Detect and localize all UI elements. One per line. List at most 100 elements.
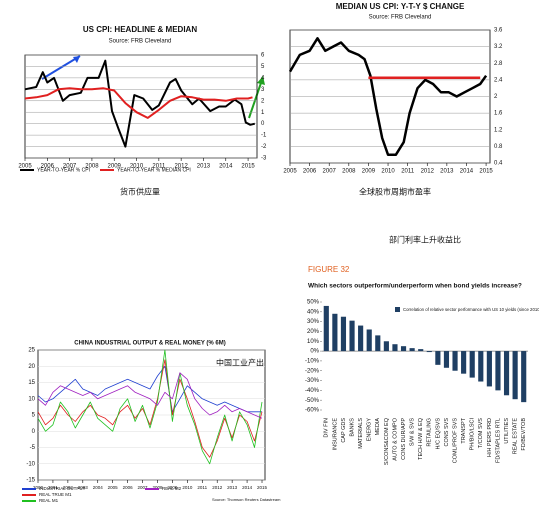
x-tick-label: 2015 [257, 485, 268, 490]
x-tick-label: 2014 [242, 485, 253, 490]
chart-title: MEDIAN US CPI: Y-T-Y $ CHANGE [336, 2, 465, 11]
bar [512, 351, 518, 400]
bar [323, 305, 329, 352]
x-tick-label: FD/BEV/TOB [521, 418, 527, 451]
series-line [37, 349, 263, 465]
y-tick-label: -2 [261, 144, 267, 150]
x-tick-label: 2010 [130, 164, 144, 170]
chart-source: Source: FRB Cleveland [109, 39, 172, 45]
series-line [37, 359, 263, 458]
x-tick-label: CONS DUR/APP [401, 418, 407, 460]
x-tick-label: REAL ESTATE [513, 418, 519, 455]
y-tick-label: 1 [261, 110, 265, 116]
y-tick-label: 5 [32, 413, 36, 419]
series-line [37, 372, 263, 419]
y-tick-label: 3 [261, 87, 265, 93]
x-tick-label: 2008 [152, 485, 163, 490]
bar [469, 351, 475, 378]
y-tick-label: -10% [305, 358, 320, 364]
x-tick-label: CONS SVS [444, 418, 450, 447]
x-tick-label: 2008 [85, 164, 99, 170]
x-tick-label: PH/BIO/LSCI [470, 418, 476, 451]
y-tick-label: -1 [261, 133, 267, 139]
legend-label: REAL M1 [39, 498, 59, 503]
x-tick-label: 2003 [78, 485, 89, 490]
y-tick-label: -60% [305, 408, 320, 414]
y-tick-label: 50% [307, 300, 320, 306]
y-tick-label: -10 [26, 461, 35, 467]
x-tick-label: 2008 [342, 169, 356, 175]
x-tick-label: 2012 [421, 169, 435, 175]
x-tick-label: 2007 [138, 485, 149, 490]
y-tick-label: -20% [305, 368, 320, 374]
annotation-arrow [248, 79, 263, 119]
y-tick-label: 3.2 [494, 44, 503, 50]
x-tick-label: 2013 [197, 164, 211, 170]
x-tick-label: 2007 [323, 169, 337, 175]
x-tick-label: T/COM SVS [478, 418, 484, 449]
bar [400, 346, 407, 352]
bar [349, 320, 355, 352]
y-tick-label: 2.8 [494, 61, 503, 67]
arrow-head [257, 76, 265, 85]
bar [452, 351, 458, 371]
x-tick-label: 2005 [18, 164, 32, 170]
chart-source: Source: Thomson Reuters Datastream [212, 497, 281, 502]
x-tick-label: DIV FIN [324, 418, 330, 438]
bar [383, 341, 389, 352]
y-tick-label: 2.4 [494, 77, 503, 83]
chart-title: US CPI: HEADLINE & MEDIAN [83, 25, 197, 34]
bar [443, 351, 450, 368]
bar [392, 344, 398, 352]
bar [426, 351, 432, 353]
x-tick-label: 2001 [48, 485, 59, 490]
y-tick-label: 0.8 [494, 144, 503, 150]
series-line [37, 365, 262, 413]
bar [366, 329, 372, 352]
y-tick-label: 0 [32, 429, 36, 435]
bar [332, 313, 338, 352]
x-tick-label: H/H PERS PRD [487, 418, 493, 457]
x-tick-label: TECH H/W & EQ [418, 417, 424, 460]
x-tick-label: 2000 [33, 485, 44, 490]
y-tick-label: -30% [305, 378, 320, 384]
y-tick-label: 2 [494, 94, 498, 100]
y-tick-label: 30% [307, 319, 320, 325]
y-tick-label: 40% [307, 309, 320, 315]
bar [478, 351, 484, 382]
x-tick-label: S/W & SVS [410, 418, 416, 446]
x-tick-label: COML/PROF SVS [452, 418, 458, 464]
legend-label: Correlation of relative sector performan… [403, 307, 539, 312]
x-tick-label: 2013 [440, 169, 454, 175]
y-tick-label: 15 [28, 380, 35, 386]
y-tick-label: -15 [26, 478, 35, 484]
caption: 货币供应量 [120, 187, 160, 197]
y-tick-label: 5 [261, 64, 265, 70]
annotation-arrow [41, 55, 81, 80]
bar [418, 349, 424, 352]
x-tick-label: 2002 [63, 485, 74, 490]
x-tick-label: 2011 [401, 169, 415, 175]
legend-swatch [395, 307, 400, 312]
x-tick-label: 2009 [362, 169, 376, 175]
bar [375, 335, 381, 352]
y-tick-label: 3.6 [494, 28, 503, 34]
arrow-head [73, 56, 80, 63]
x-tick-label: 2015 [479, 169, 493, 175]
y-tick-label: 6 [261, 53, 265, 59]
y-tick-label: 2 [261, 98, 265, 104]
bar [358, 325, 364, 352]
bar [521, 351, 527, 403]
chart-source: Source: FRB Cleveland [369, 15, 432, 21]
chart-subtitle: Which sectors outperform/underperform wh… [308, 283, 522, 290]
y-tick-label: 10 [28, 396, 35, 402]
bar [503, 351, 510, 396]
x-tick-label: BANKS [349, 418, 355, 437]
y-tick-label: -40% [305, 388, 320, 394]
y-tick-label: 0% [310, 349, 319, 355]
y-tick-label: 0.4 [494, 161, 503, 167]
x-tick-label: UTILITIES [504, 418, 510, 444]
x-tick-label: ENERGY [367, 418, 373, 442]
y-tick-label: 0 [261, 121, 265, 127]
x-tick-label: 2009 [167, 485, 178, 490]
